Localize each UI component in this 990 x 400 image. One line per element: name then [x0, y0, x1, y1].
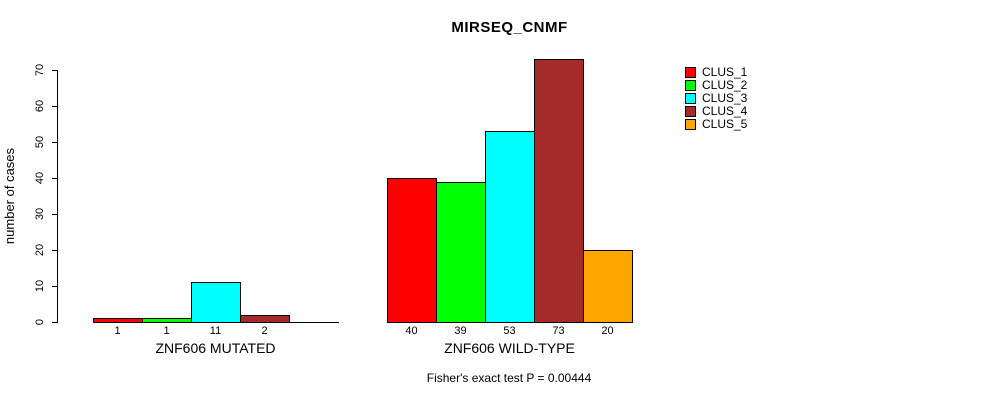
- legend-label: CLUS_3: [702, 91, 748, 105]
- group-label-wild-type: ZNF606 WILD-TYPE: [444, 340, 575, 356]
- legend-label: CLUS_4: [702, 104, 748, 118]
- y-tick-mark: [52, 250, 57, 251]
- y-tick-mark: [52, 286, 57, 287]
- y-tick-mark: [52, 178, 57, 179]
- bar-value-label: 11: [209, 325, 222, 337]
- y-tick-mark: [52, 106, 57, 107]
- y-tick-mark: [52, 70, 57, 71]
- bar-clus_1-group1: [93, 318, 143, 323]
- y-tick-label: 50: [34, 135, 46, 149]
- bar-clus_3-group2: [485, 131, 535, 323]
- bar-value-label: 53: [503, 325, 516, 337]
- y-tick-label: 30: [34, 207, 46, 221]
- y-axis-label: number of cases: [2, 147, 17, 245]
- bar-value-label: 2: [261, 325, 268, 337]
- y-tick-label: 60: [34, 99, 46, 113]
- y-tick-label: 0: [34, 318, 46, 326]
- legend-swatch-clus_1: [685, 67, 696, 78]
- group-label-mutated: ZNF606 MUTATED: [155, 340, 276, 356]
- legend-item: CLUS_5: [685, 118, 747, 131]
- y-tick-label: 20: [34, 243, 46, 257]
- y-tick-label: 70: [34, 63, 46, 77]
- y-tick-label: 10: [34, 279, 46, 293]
- fisher-test-footnote: Fisher's exact test P = 0.00444: [426, 371, 592, 385]
- bar-value-label: 1: [163, 325, 170, 337]
- legend-label: CLUS_5: [702, 117, 748, 131]
- legend-label: CLUS_2: [702, 78, 748, 92]
- legend-label: CLUS_1: [702, 65, 748, 79]
- bar-value-label: 39: [454, 325, 467, 337]
- y-tick-mark: [52, 142, 57, 143]
- bar-clus_3-group1: [191, 282, 241, 323]
- bar-clus_4-group2: [534, 59, 584, 323]
- bar-clus_2-group2: [436, 182, 486, 323]
- bar-value-label: 73: [552, 325, 565, 337]
- bar-clus_4-group1: [240, 315, 290, 323]
- chart-title: MIRSEQ_CNMF: [451, 19, 568, 36]
- y-tick-mark: [52, 214, 57, 215]
- legend-item: CLUS_1: [685, 66, 747, 79]
- legend-item: CLUS_4: [685, 105, 747, 118]
- bar-value-label: 20: [601, 325, 614, 337]
- bar-clus_5-group2: [583, 250, 633, 323]
- y-axis-line: [57, 70, 58, 323]
- y-tick-label: 40: [34, 171, 46, 185]
- bar-value-label: 1: [114, 325, 121, 337]
- legend-item: CLUS_3: [685, 92, 747, 105]
- legend: CLUS_1 CLUS_2 CLUS_3 CLUS_4 CLUS_5: [685, 66, 747, 131]
- legend-swatch-clus_4: [685, 106, 696, 117]
- legend-item: CLUS_2: [685, 79, 747, 92]
- legend-swatch-clus_3: [685, 93, 696, 104]
- y-tick-mark: [52, 322, 57, 323]
- bar-value-label: 40: [405, 325, 418, 337]
- bar-clus_1-group2: [387, 178, 437, 323]
- legend-swatch-clus_5: [685, 119, 696, 130]
- bar-clus_2-group1: [142, 318, 192, 323]
- legend-swatch-clus_2: [685, 80, 696, 91]
